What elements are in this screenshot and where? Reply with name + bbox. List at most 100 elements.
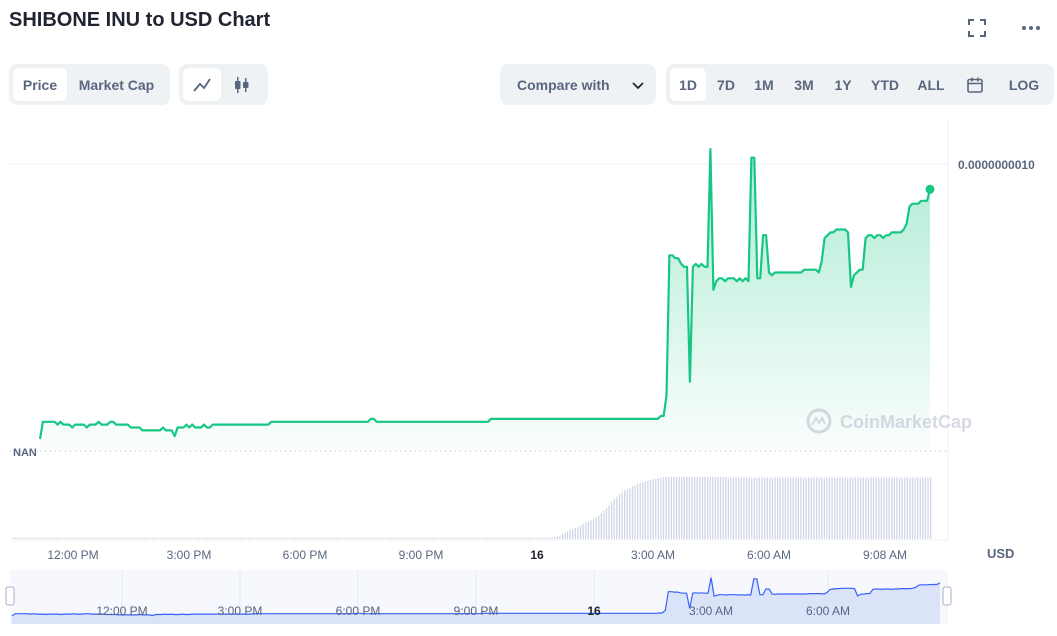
- volume-bar: [154, 537, 156, 539]
- volume-bar: [53, 537, 55, 539]
- compare-with-dropdown[interactable]: Compare with: [500, 64, 656, 105]
- volume-bar: [839, 477, 841, 539]
- volume-bar: [61, 537, 63, 539]
- volume-bar: [110, 537, 112, 539]
- tab-market-cap[interactable]: Market Cap: [78, 76, 155, 93]
- volume-bar: [84, 537, 86, 539]
- volume-bar: [738, 477, 740, 539]
- x-tick-label: 16: [530, 548, 544, 562]
- range-7d[interactable]: 7D: [717, 76, 735, 93]
- volume-bar: [574, 527, 576, 539]
- volume-bar: [229, 537, 232, 539]
- volume-bar: [139, 537, 141, 539]
- volume-bar: [520, 537, 522, 539]
- volume-bar: [458, 537, 460, 539]
- volume-bar: [507, 537, 509, 539]
- volume-bar: [481, 537, 483, 539]
- volume-bar: [390, 537, 392, 539]
- volume-bar: [792, 477, 794, 539]
- volume-bar: [429, 537, 431, 539]
- volume-bar: [491, 537, 493, 539]
- volume-bar: [525, 537, 527, 539]
- volume-bar: [120, 537, 123, 539]
- volume-bar: [172, 537, 175, 539]
- volume-bar: [489, 537, 491, 539]
- fullscreen-icon[interactable]: [965, 16, 989, 40]
- volume-bar: [95, 537, 97, 539]
- volume-bar: [437, 537, 439, 539]
- volume-bar: [27, 537, 29, 539]
- line-chart-icon[interactable]: [183, 68, 221, 101]
- volume-bar: [419, 537, 421, 539]
- volume-bar: [566, 531, 569, 539]
- range-ytd[interactable]: YTD: [871, 76, 899, 93]
- volume-bar: [535, 537, 538, 539]
- volume-bar: [834, 477, 836, 539]
- volume-bar: [222, 537, 224, 539]
- volume-bar: [178, 537, 180, 539]
- volume-bar: [434, 537, 436, 539]
- volume-bar: [808, 477, 810, 539]
- volume-bar: [777, 477, 779, 539]
- range-all[interactable]: ALL: [917, 76, 945, 93]
- range-3m[interactable]: 3M: [794, 76, 814, 93]
- calendar-icon[interactable]: [952, 68, 998, 101]
- volume-bar: [232, 537, 234, 539]
- more-icon[interactable]: [1019, 16, 1043, 40]
- volume-bar: [369, 537, 372, 539]
- volume-bar: [463, 537, 465, 539]
- volume-bar: [331, 537, 333, 539]
- volume-bar: [906, 477, 908, 539]
- volume-bar: [315, 537, 317, 539]
- volume-bar: [131, 537, 133, 539]
- volume-bar: [82, 537, 84, 539]
- volume-bar: [349, 537, 351, 539]
- volume-bar: [727, 477, 729, 539]
- x-tick-label: 3:00 AM: [631, 548, 675, 562]
- volume-bar: [621, 492, 623, 539]
- volume-bar: [704, 477, 706, 539]
- volume-bar: [356, 537, 359, 539]
- volume-bar: [486, 537, 488, 539]
- range-1y[interactable]: 1Y: [834, 76, 852, 93]
- volume-bar: [201, 537, 203, 539]
- volume-bar: [227, 537, 229, 539]
- range-1d[interactable]: 1D: [670, 68, 706, 101]
- volume-bar: [203, 537, 206, 539]
- volume-bar: [761, 477, 763, 539]
- volume-bar: [930, 477, 932, 539]
- volume-bar: [631, 486, 634, 539]
- price-chart[interactable]: CoinMarketCap 0.0000000010 NAN 12:00 PM 3…: [0, 120, 1057, 631]
- volume-bar: [891, 477, 893, 539]
- volume-bar: [71, 537, 73, 539]
- volume-bar: [572, 529, 574, 539]
- volume-bar: [730, 477, 732, 539]
- volume-bar: [758, 477, 761, 539]
- volume-bar: [302, 537, 304, 539]
- volume-bar: [45, 537, 47, 539]
- volume-bar: [48, 537, 50, 539]
- volume-bar: [771, 477, 774, 539]
- volume-bar: [585, 522, 587, 539]
- volume-bar: [564, 532, 566, 539]
- volume-bar: [240, 537, 242, 539]
- volume-bar: [896, 477, 898, 539]
- volume-bar: [382, 537, 385, 539]
- volume-bar: [248, 537, 250, 539]
- volume-bar: [577, 526, 579, 539]
- navigator-ticks: 12:00 PM 3:00 PM 6:00 PM 9:00 PM 16 3:00 AM 6:…: [96, 604, 850, 618]
- tab-price[interactable]: Price: [13, 68, 67, 101]
- range-1m[interactable]: 1M: [754, 76, 774, 93]
- volume-bar: [626, 489, 628, 539]
- volume-bar: [764, 477, 766, 539]
- volume-bar: [188, 537, 190, 539]
- price-line: [38, 148, 932, 440]
- navigator-fill: [12, 577, 940, 624]
- candlestick-icon[interactable]: [221, 68, 263, 101]
- volume-bar: [787, 477, 789, 539]
- volume-bar: [883, 477, 885, 539]
- volume-bar: [22, 537, 24, 539]
- log-toggle[interactable]: LOG: [1008, 76, 1040, 93]
- volume-bar: [413, 537, 416, 539]
- volume-bar: [406, 537, 408, 539]
